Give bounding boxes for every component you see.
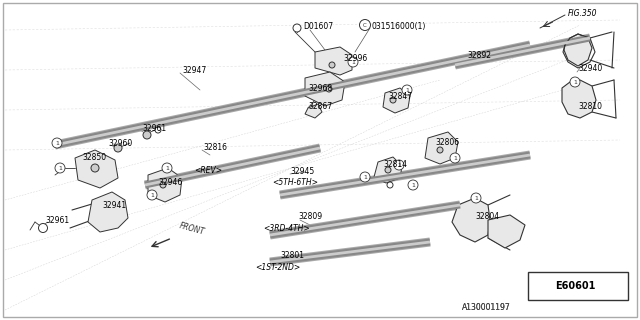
Circle shape [570, 77, 580, 87]
Text: <REV>: <REV> [194, 165, 222, 174]
Text: <5TH-6TH>: <5TH-6TH> [272, 178, 318, 187]
Text: 1: 1 [474, 196, 478, 201]
Text: 32850: 32850 [82, 153, 106, 162]
Text: 32946: 32946 [158, 178, 182, 187]
Circle shape [394, 160, 404, 170]
Text: A130001197: A130001197 [462, 303, 511, 313]
Text: 32804: 32804 [475, 212, 499, 220]
Circle shape [52, 138, 62, 148]
Circle shape [390, 97, 396, 103]
Text: C: C [363, 22, 367, 28]
Text: 031516000(1): 031516000(1) [371, 21, 426, 30]
Text: 32961: 32961 [45, 215, 69, 225]
Circle shape [408, 180, 418, 190]
FancyBboxPatch shape [528, 272, 628, 300]
Text: FRONT: FRONT [178, 221, 205, 237]
Text: 1: 1 [538, 284, 542, 289]
Text: 32814: 32814 [383, 159, 407, 169]
Circle shape [326, 86, 332, 92]
Polygon shape [488, 215, 525, 248]
Polygon shape [383, 88, 410, 113]
Text: 32941: 32941 [102, 201, 126, 210]
Polygon shape [305, 72, 345, 106]
Text: 32961: 32961 [142, 124, 166, 132]
Text: 32945: 32945 [290, 166, 314, 175]
Polygon shape [452, 198, 490, 242]
Text: 1: 1 [363, 174, 367, 180]
FancyBboxPatch shape [3, 3, 637, 317]
Circle shape [38, 223, 47, 233]
Polygon shape [562, 80, 596, 118]
Circle shape [348, 57, 358, 67]
Text: 1: 1 [411, 182, 415, 188]
Text: 32801: 32801 [280, 251, 304, 260]
Polygon shape [305, 104, 322, 118]
Polygon shape [374, 157, 402, 183]
Circle shape [402, 85, 412, 95]
Text: <3RD-4TH>: <3RD-4TH> [263, 223, 310, 233]
Circle shape [293, 24, 301, 32]
Circle shape [91, 164, 99, 172]
Text: 32940: 32940 [578, 63, 602, 73]
Text: A130001197: A130001197 [462, 303, 511, 313]
Circle shape [385, 167, 391, 173]
Text: 1: 1 [55, 140, 59, 146]
Text: 1: 1 [150, 193, 154, 197]
Circle shape [160, 182, 166, 188]
Text: E60601: E60601 [555, 281, 595, 291]
Circle shape [360, 172, 370, 182]
Circle shape [471, 193, 481, 203]
Polygon shape [75, 150, 118, 188]
Text: 32968: 32968 [308, 84, 332, 92]
Text: 32960: 32960 [108, 139, 132, 148]
Circle shape [387, 182, 393, 188]
Polygon shape [148, 168, 182, 202]
Text: 1: 1 [405, 87, 409, 92]
Polygon shape [564, 34, 592, 66]
Text: 1: 1 [453, 156, 457, 161]
Polygon shape [425, 132, 458, 164]
Text: 32892: 32892 [467, 51, 491, 60]
Polygon shape [88, 192, 128, 232]
Text: 32947: 32947 [182, 66, 206, 75]
Circle shape [55, 163, 65, 173]
Text: 32847: 32847 [388, 92, 412, 100]
Circle shape [450, 153, 460, 163]
Text: 32996: 32996 [343, 53, 367, 62]
Text: 32810: 32810 [578, 101, 602, 110]
Text: 1: 1 [58, 165, 62, 171]
Circle shape [147, 190, 157, 200]
Text: 32809: 32809 [298, 212, 322, 220]
Circle shape [114, 144, 122, 152]
Text: 1: 1 [397, 163, 401, 167]
Circle shape [360, 20, 371, 30]
Text: 1: 1 [165, 165, 169, 171]
Circle shape [143, 131, 151, 139]
Circle shape [155, 127, 161, 133]
Text: 1: 1 [351, 60, 355, 65]
Circle shape [437, 147, 443, 153]
Circle shape [329, 62, 335, 68]
Circle shape [534, 280, 546, 292]
Text: 32867: 32867 [308, 101, 332, 110]
Text: D01607: D01607 [303, 21, 333, 30]
Text: FIG.350: FIG.350 [568, 9, 598, 18]
Text: <1ST-2ND>: <1ST-2ND> [255, 262, 300, 271]
Text: 1: 1 [573, 79, 577, 84]
Text: 32806: 32806 [435, 138, 459, 147]
Polygon shape [315, 47, 352, 75]
Circle shape [162, 163, 172, 173]
Text: 32816: 32816 [203, 142, 227, 151]
